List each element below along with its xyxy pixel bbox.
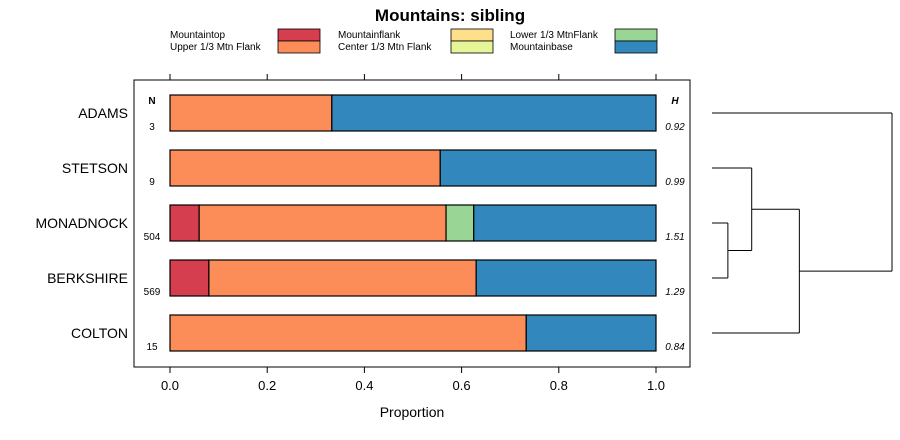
dendrogram bbox=[712, 112, 893, 334]
n-value-berkshire: 569 bbox=[144, 287, 161, 298]
category-label-monadnock: MONADNOCK bbox=[35, 215, 128, 231]
bar-segment-berkshire-mountaintop bbox=[169, 259, 210, 297]
legend-swatch-mountaintop bbox=[277, 28, 321, 42]
legend-label-upper-1-3-mtn-flank: Upper 1/3 Mtn Flank bbox=[170, 42, 262, 53]
n-value-colton: 15 bbox=[146, 342, 158, 353]
bar-row-colton: COLTON 15 0.84 bbox=[71, 314, 685, 353]
bar-segment-colton-upper-1-3-mtn-flank bbox=[169, 314, 527, 352]
plot-frame bbox=[133, 79, 691, 368]
bar-row-monadnock: MONADNOCK 504 1.51 bbox=[35, 204, 685, 243]
n-value-monadnock: 504 bbox=[144, 232, 161, 243]
h-value-adams: 0.92 bbox=[665, 122, 685, 133]
x-tick-label: 1.0 bbox=[647, 378, 665, 393]
legend-swatch-mountainbase bbox=[614, 40, 658, 54]
bar-segment-monadnock-mountainbase bbox=[473, 204, 657, 242]
bar-segment-adams-upper-1-3-mtn-flank bbox=[169, 94, 333, 132]
n-value-stetson: 9 bbox=[149, 177, 155, 188]
bar-row-stetson: STETSON 9 0.99 bbox=[62, 149, 685, 188]
legend-swatch-mountainflank bbox=[450, 28, 494, 42]
x-axis-label: Proportion bbox=[380, 404, 445, 420]
n-value-adams: 3 bbox=[149, 122, 155, 133]
bar-segment-stetson-mountainbase bbox=[439, 149, 657, 187]
h-value-colton: 0.84 bbox=[665, 342, 685, 353]
bar-segment-monadnock-lower-1-3-mtnflank bbox=[445, 204, 475, 242]
x-tick-label: 0.4 bbox=[355, 378, 373, 393]
legend-label-center-1-3-mtn-flank: Center 1/3 Mtn Flank bbox=[338, 42, 432, 53]
h-column-header: H bbox=[671, 96, 679, 107]
legend-label-mountainflank: Mountainflank bbox=[338, 30, 401, 41]
bar-row-adams: ADAMS 3 0.92 bbox=[78, 94, 685, 133]
bar-segment-berkshire-upper-1-3-mtn-flank bbox=[208, 259, 477, 297]
legend-swatch-center-1-3-mtn-flank bbox=[450, 40, 494, 54]
x-tick-label: 0.0 bbox=[161, 378, 179, 393]
category-label-colton: COLTON bbox=[71, 325, 128, 341]
bar-segment-colton-mountainbase bbox=[525, 314, 657, 352]
bar-segment-monadnock-upper-1-3-mtn-flank bbox=[198, 204, 447, 242]
x-tick-label: 0.2 bbox=[258, 378, 276, 393]
bar-segment-berkshire-mountainbase bbox=[475, 259, 657, 297]
bar-row-berkshire: BERKSHIRE 569 1.29 bbox=[47, 259, 685, 298]
legend-swatch-lower-1-3-mtnflank bbox=[614, 28, 658, 42]
category-label-adams: ADAMS bbox=[78, 105, 128, 121]
legend-label-lower-1-3-mtnflank: Lower 1/3 MtnFlank bbox=[510, 30, 599, 41]
x-tick-label: 0.8 bbox=[550, 378, 568, 393]
legend-label-mountaintop: Mountaintop bbox=[170, 30, 225, 41]
bar-segment-stetson-upper-1-3-mtn-flank bbox=[169, 149, 441, 187]
h-value-monadnock: 1.51 bbox=[665, 232, 684, 243]
n-column-header: N bbox=[148, 96, 155, 107]
x-axis: 0.0 0.2 0.4 0.6 0.8 1.0 bbox=[161, 74, 665, 393]
legend-swatch-upper-1-3-mtn-flank bbox=[277, 40, 321, 54]
x-tick-label: 0.6 bbox=[453, 378, 471, 393]
h-value-stetson: 0.99 bbox=[665, 177, 685, 188]
bar-segment-adams-mountainbase bbox=[331, 94, 657, 132]
chart-title: Mountains: sibling bbox=[375, 6, 525, 25]
bar-rows: ADAMS 3 0.92 STETSON 9 0.99 MONADNOCK 504 1.51 BE… bbox=[35, 94, 685, 353]
h-value-berkshire: 1.29 bbox=[665, 287, 685, 298]
bar-segment-monadnock-mountaintop bbox=[169, 204, 200, 242]
category-label-stetson: STETSON bbox=[62, 160, 128, 176]
legend-label-mountainbase: Mountainbase bbox=[510, 42, 573, 53]
category-label-berkshire: BERKSHIRE bbox=[47, 270, 128, 286]
